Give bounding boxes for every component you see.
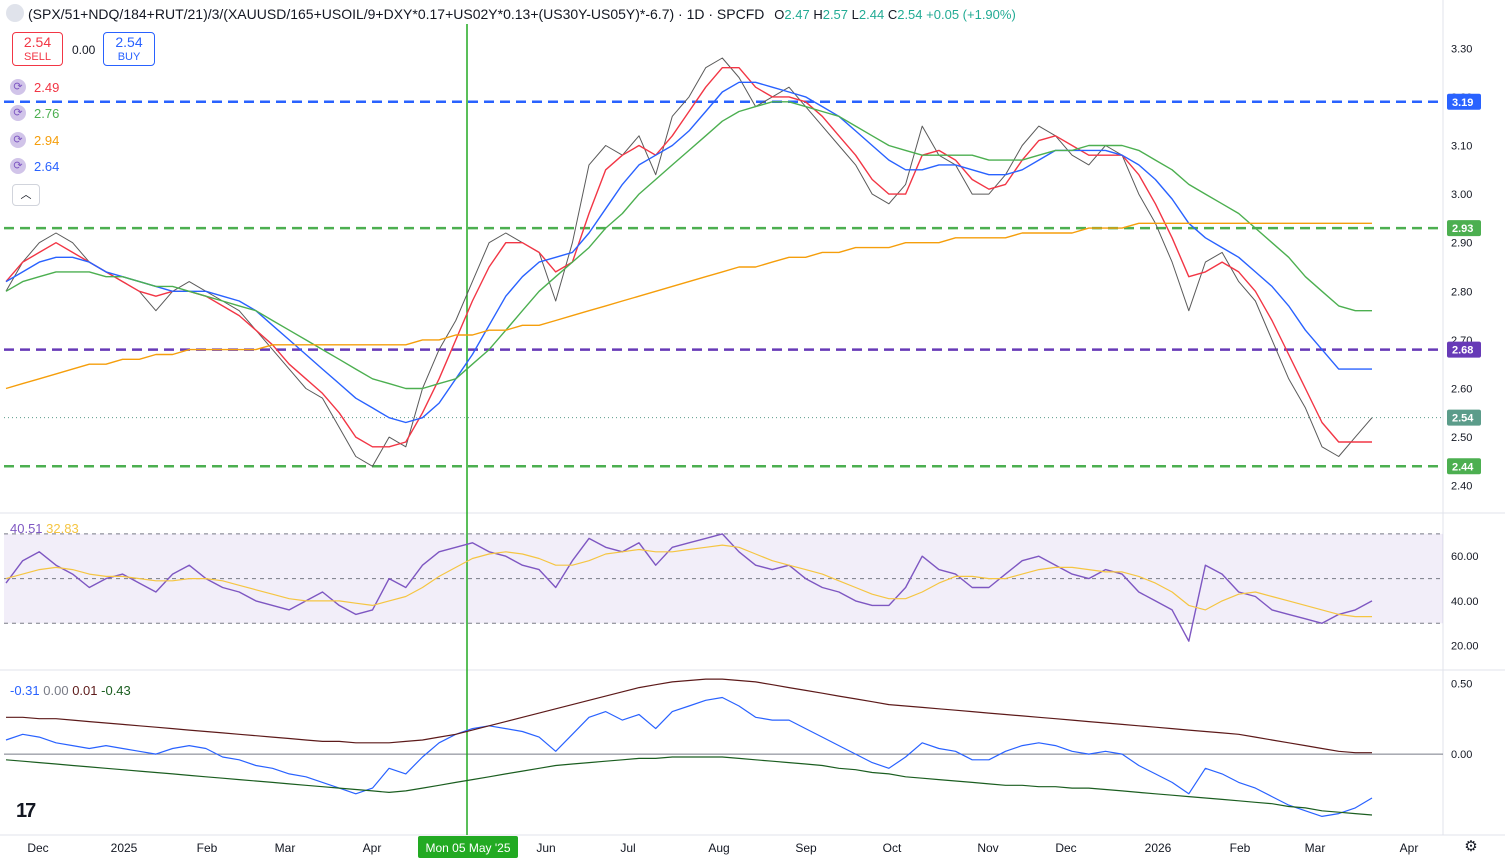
level-price-label: 3.19: [1452, 97, 1473, 109]
rsi-series-rsi-ma: [5, 544, 1372, 618]
refresh-icon[interactable]: ⟳: [10, 105, 26, 121]
time-tick-label: Feb: [1230, 841, 1251, 855]
spread-value: 0.00: [72, 43, 96, 57]
ma-value: 2.64: [34, 158, 60, 174]
chart-header: (SPX/51+NDQ/184+RUT/21)/3/(XAUUSD/165+US…: [10, 6, 1016, 22]
level-price-tag: [1447, 409, 1481, 426]
time-tick-label: Apr: [1400, 841, 1419, 855]
time-tick-label: 2025: [111, 841, 138, 855]
time-tick-label: Aug: [708, 841, 729, 855]
close-value: 2.54: [897, 7, 923, 22]
rsi-series-rsi: [5, 533, 1373, 642]
time-tick-label: Jul: [620, 841, 635, 855]
level-price-tag: [1447, 458, 1481, 475]
macd-legend: -0.31 0.00 0.01 -0.43: [10, 683, 131, 698]
ma-legend-1[interactable]: ⟳ 2.49: [10, 79, 59, 95]
ma-value: 2.76: [34, 105, 60, 121]
level-price-tag: [1447, 220, 1481, 237]
high-value: 2.57: [822, 7, 849, 22]
series-ma-medium: [5, 81, 1372, 424]
rsi-legend: 40.51 32.83: [10, 521, 79, 536]
time-tick-label: Jun: [536, 841, 555, 855]
series-ma-200: [5, 222, 1372, 390]
time-tick-label: Dec: [1055, 841, 1076, 855]
symbol-logo-icon: [6, 4, 24, 22]
level-price-tag: [1447, 93, 1481, 110]
ma-value: 2.49: [34, 79, 60, 95]
level-price-label: 2.68: [1452, 345, 1473, 357]
upper-value: 0.01: [72, 683, 98, 698]
price-tick-label: 2.80: [1451, 286, 1472, 298]
series-ma-long: [5, 101, 1372, 390]
cursor-date-tag: [418, 836, 518, 858]
osc-value: -0.31: [10, 683, 40, 698]
price-tick-label: 3.00: [1451, 189, 1472, 201]
price-tick-label: 3.30: [1451, 43, 1472, 55]
macd-series-oscillator: [5, 696, 1373, 818]
buy-button[interactable]: 2.54 BUY: [103, 32, 155, 66]
price-tick-label: 2.40: [1451, 481, 1472, 493]
sell-label: SELL: [24, 51, 51, 63]
ma-legend-3[interactable]: ⟳ 2.94: [10, 132, 59, 148]
price-tick-label: 2.90: [1451, 238, 1472, 250]
macd-tick-label: 0.50: [1451, 678, 1472, 690]
refresh-icon[interactable]: ⟳: [10, 158, 26, 174]
level-price-tag: [1447, 341, 1481, 358]
time-tick-label: Nov: [977, 841, 998, 855]
open-value: 2.47: [784, 7, 810, 22]
macd-series-upper: [6, 678, 1372, 754]
ma-legend-4[interactable]: ⟳ 2.64: [10, 158, 59, 174]
symbol-title[interactable]: (SPX/51+NDQ/184+RUT/21)/3/(XAUUSD/165+US…: [28, 6, 765, 22]
refresh-icon[interactable]: ⟳: [10, 132, 26, 148]
rsi-tick-label: 60.00: [1451, 551, 1479, 563]
cursor-date-label: Mon 05 May '25: [425, 841, 510, 855]
price-tick-label: 3.10: [1451, 141, 1472, 153]
level-price-label: 2.93: [1452, 223, 1473, 235]
time-tick-label: Dec: [27, 841, 48, 855]
change-value: +0.05 (+1.90%): [926, 7, 1016, 22]
level-price-label: 2.54: [1452, 413, 1474, 425]
ohlc-values: O2.47 H2.57 L2.44 C2.54 +0.05 (+1.90%): [774, 7, 1016, 22]
time-tick-label: Apr: [363, 841, 382, 855]
chevron-up-icon: ︿: [20, 189, 32, 201]
sell-button[interactable]: 2.54 SELL: [12, 32, 63, 66]
zero-value: 0.00: [43, 683, 69, 698]
time-tick-label: Mar: [1305, 841, 1326, 855]
collapse-legend-button[interactable]: ︿: [12, 184, 40, 206]
level-price-label: 2.44: [1452, 461, 1474, 473]
price-tick-label: 2.50: [1451, 432, 1472, 444]
macd-tick-label: 0.00: [1451, 749, 1472, 761]
refresh-icon[interactable]: ⟳: [10, 79, 26, 95]
macd-series-lower: [5, 756, 1373, 816]
sell-price: 2.54: [23, 34, 52, 50]
rsi-tick-label: 20.00: [1451, 641, 1479, 653]
time-tick-label: Oct: [883, 841, 902, 855]
gear-icon[interactable]: ⚙: [1464, 838, 1478, 855]
buy-label: BUY: [117, 51, 141, 63]
rsi-ma-value: 32.83: [46, 521, 79, 536]
buy-price: 2.54: [115, 34, 143, 50]
rsi-value: 40.51: [10, 521, 43, 536]
series-ma-short: [5, 66, 1372, 448]
price-tick-label: 2.60: [1451, 384, 1472, 396]
lower-value: -0.43: [101, 683, 131, 698]
low-value: 2.44: [858, 7, 885, 22]
ma-legend-2[interactable]: ⟳ 2.76: [10, 105, 59, 121]
time-tick-label: Sep: [795, 841, 817, 855]
tradingview-logo-icon[interactable]: 17: [16, 800, 36, 822]
series-price: [5, 57, 1373, 467]
time-tick-label: Mar: [275, 841, 296, 855]
ma-value: 2.94: [34, 132, 60, 148]
rsi-tick-label: 40.00: [1451, 596, 1479, 608]
time-tick-label: 2026: [1145, 841, 1172, 855]
time-tick-label: Feb: [197, 841, 218, 855]
